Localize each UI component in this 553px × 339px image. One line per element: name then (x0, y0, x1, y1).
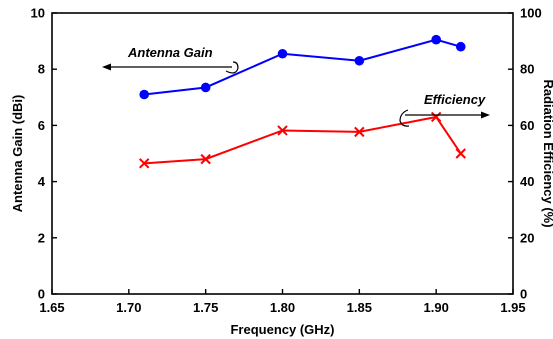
left-y-tick-label: 10 (31, 6, 45, 21)
right-y-axis-title: Radiation Efficiency (%) (541, 79, 553, 227)
efficiency-annotation-bracket (399, 109, 410, 127)
x-tick-label: 1.90 (424, 300, 449, 315)
x-tick-label: 1.85 (347, 300, 372, 315)
gain-annotation-arrowhead (102, 63, 111, 71)
gain-data-point (455, 41, 466, 52)
series-layer (138, 34, 466, 169)
x-tick-label: 1.95 (500, 300, 525, 315)
right-y-tick-label: 60 (520, 118, 534, 133)
right-y-tick-label: 80 (520, 62, 534, 77)
x-tick-label: 1.75 (193, 300, 218, 315)
gain-data-point (277, 48, 288, 59)
x-axis-title: Frequency (GHz) (230, 322, 334, 337)
gain-data-point (354, 55, 365, 66)
efficiency-data-point (354, 126, 365, 138)
gain-data-point (200, 82, 211, 93)
left-y-tick-label: 8 (38, 62, 45, 77)
left-y-tick-label: 0 (38, 287, 45, 302)
left-y-axis-title: Antenna Gain (dBi) (10, 95, 25, 213)
gain-annotation-label: Antenna Gain (127, 45, 213, 60)
right-y-axis-ticks: 0 20 40 60 80 100 (508, 6, 542, 302)
left-y-tick-label: 2 (38, 230, 45, 245)
left-y-tick-label: 4 (38, 174, 46, 189)
x-tick-label: 1.65 (39, 300, 64, 315)
right-y-tick-label: 40 (520, 174, 534, 189)
efficiency-annotation-arrowhead (481, 111, 490, 119)
gain-annotation-bracket (225, 61, 239, 74)
gain-data-point (431, 34, 441, 45)
efficiency-data-point (200, 153, 211, 165)
efficiency-data-point (455, 148, 466, 159)
left-y-axis-ticks: 0 2 4 6 8 10 (31, 6, 57, 302)
efficiency-data-point (277, 125, 288, 136)
gain-data-point (139, 89, 149, 100)
gain-annotation: Antenna Gain (102, 45, 239, 74)
efficiency-data-point (138, 158, 150, 169)
efficiency-annotation-label: Efficiency (424, 92, 486, 107)
efficiency-annotation: Efficiency (399, 92, 490, 127)
right-y-tick-label: 100 (520, 6, 542, 21)
x-tick-label: 1.70 (116, 300, 141, 315)
efficiency-data-point (430, 111, 442, 123)
right-y-tick-label: 0 (520, 287, 527, 302)
x-tick-label: 1.80 (270, 300, 295, 315)
plot-frame (51, 12, 514, 295)
right-y-tick-label: 20 (520, 230, 534, 245)
x-axis-ticks: 1.65 1.70 1.75 1.80 1.85 1.90 1.95 (39, 289, 526, 315)
efficiency-series-line (144, 115, 462, 165)
left-y-tick-label: 6 (38, 118, 45, 133)
